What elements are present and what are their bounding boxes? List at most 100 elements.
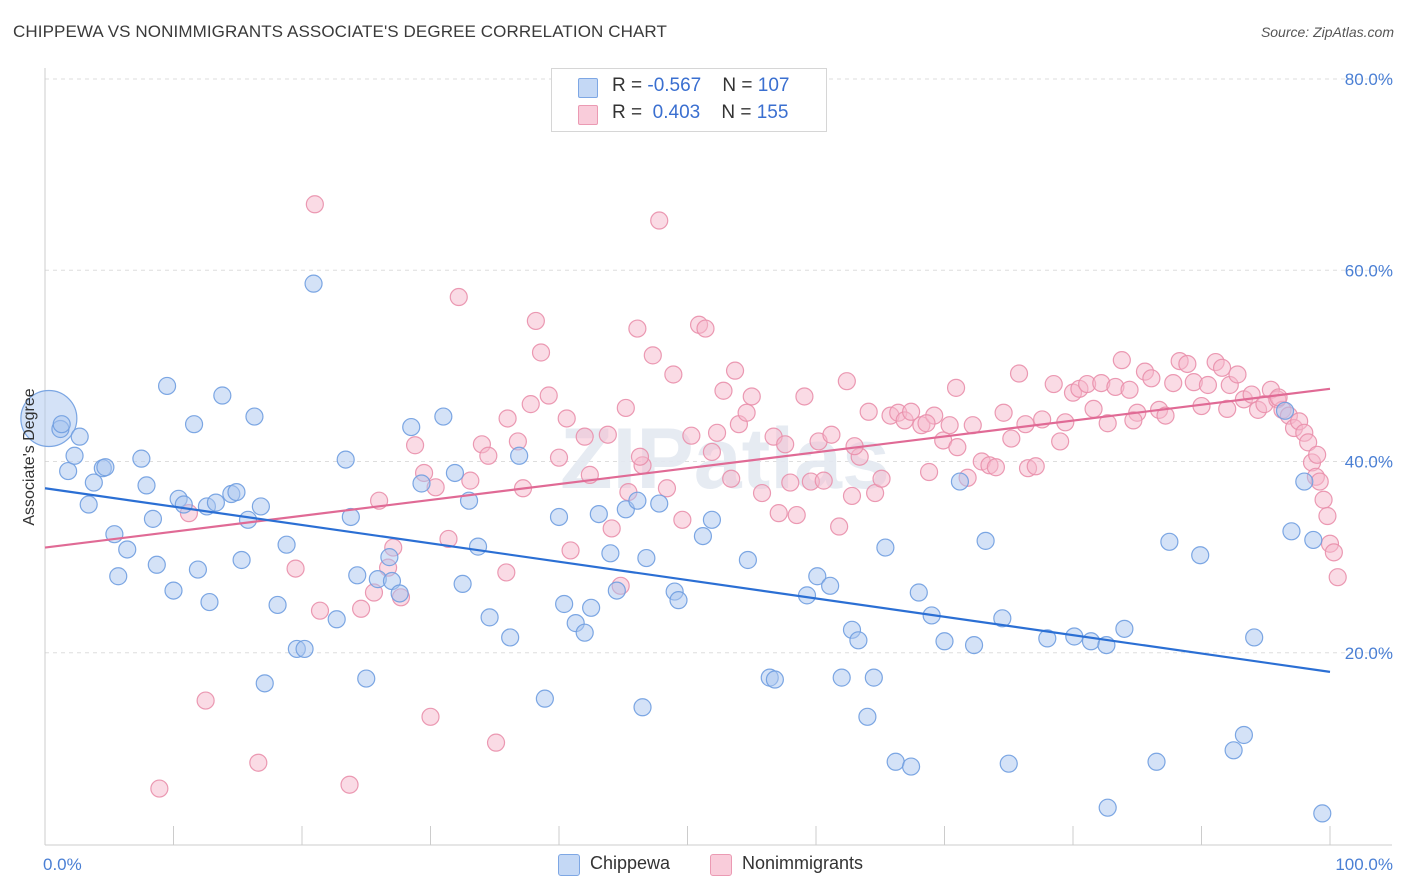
data-point-chippewa xyxy=(434,407,453,426)
data-point-chippewa xyxy=(650,494,669,513)
data-point-nonimmigrants xyxy=(1120,380,1139,399)
legend-r-value-nonimmigrants: 0.403 xyxy=(647,102,701,123)
data-point-chippewa xyxy=(549,507,569,527)
data-point-nonimmigrants xyxy=(575,427,594,446)
data-point-chippewa xyxy=(206,493,226,512)
data-point-chippewa xyxy=(390,584,409,603)
watermark: ZIPatlas xyxy=(560,411,890,507)
data-point-chippewa xyxy=(993,609,1012,628)
data-point-chippewa xyxy=(213,386,232,405)
data-point-nonimmigrants xyxy=(598,425,617,444)
legend-label-chippewa: Chippewa xyxy=(590,853,671,873)
data-point-nonimmigrants xyxy=(1124,411,1143,430)
data-point-chippewa xyxy=(1191,546,1210,565)
data-point-chippewa xyxy=(999,754,1018,773)
data-point-nonimmigrants xyxy=(702,442,722,462)
data-point-chippewa xyxy=(582,598,601,617)
data-point-chippewa xyxy=(445,463,465,483)
data-point-nonimmigrants xyxy=(1308,445,1327,464)
data-point-nonimmigrants xyxy=(150,779,169,798)
data-point-nonimmigrants xyxy=(561,541,580,560)
data-point-nonimmigrants xyxy=(249,753,268,772)
data-point-chippewa xyxy=(238,510,258,529)
data-point-chippewa xyxy=(628,491,647,510)
data-point-nonimmigrants xyxy=(1084,399,1103,419)
legend-swatch-nonimmigrants xyxy=(578,105,598,125)
data-point-nonimmigrants xyxy=(822,425,841,444)
data-point-nonimmigrants xyxy=(498,409,517,428)
data-point-nonimmigrants xyxy=(352,599,371,618)
data-point-nonimmigrants xyxy=(521,395,540,414)
data-point-nonimmigrants xyxy=(1198,375,1218,395)
data-point-nonimmigrants xyxy=(439,529,458,549)
data-point-nonimmigrants xyxy=(650,211,669,230)
data-point-chippewa xyxy=(52,415,71,434)
data-point-chippewa xyxy=(65,446,84,465)
data-point-chippewa xyxy=(1234,725,1254,745)
data-point-nonimmigrants xyxy=(549,448,569,467)
data-point-chippewa xyxy=(935,632,954,651)
data-point-chippewa xyxy=(184,415,204,434)
data-point-chippewa xyxy=(1304,530,1323,550)
data-point-nonimmigrants xyxy=(787,505,806,525)
data-point-nonimmigrants xyxy=(449,287,468,307)
data-point-chippewa xyxy=(295,639,314,659)
data-point-chippewa xyxy=(886,752,905,771)
data-point-nonimmigrants xyxy=(1314,490,1333,509)
data-point-nonimmigrants xyxy=(707,423,727,442)
data-point-nonimmigrants xyxy=(1051,432,1070,451)
data-point-chippewa xyxy=(255,674,274,693)
legend-n-value-chippewa: 107 xyxy=(757,75,790,96)
data-point-nonimmigrants xyxy=(919,462,939,482)
data-point-nonimmigrants xyxy=(1328,568,1347,587)
y-tick-label: 80.0% xyxy=(1345,70,1393,89)
data-point-nonimmigrants xyxy=(859,402,878,421)
data-point-chippewa xyxy=(200,592,219,612)
data-point-nonimmigrants xyxy=(714,381,733,400)
legend-r-label: R = xyxy=(612,75,648,96)
data-point-nonimmigrants xyxy=(994,403,1013,422)
data-point-chippewa xyxy=(277,535,296,554)
data-point-chippewa xyxy=(380,548,399,567)
data-point-nonimmigrants xyxy=(643,346,662,365)
trend-lines xyxy=(44,387,1331,673)
legend-r-label: R = xyxy=(612,102,648,123)
data-point-nonimmigrants xyxy=(781,473,800,492)
data-point-nonimmigrants xyxy=(1044,374,1063,394)
axes xyxy=(44,68,1392,846)
data-point-nonimmigrants xyxy=(722,469,741,488)
legend-n-value-nonimmigrants: 155 xyxy=(756,102,789,123)
data-point-chippewa xyxy=(157,376,177,396)
legend-swatch-chippewa xyxy=(558,854,580,876)
data-point-nonimmigrants xyxy=(769,504,788,523)
data-point-chippewa xyxy=(268,595,287,615)
data-point-nonimmigrants xyxy=(673,510,692,529)
data-point-chippewa xyxy=(147,555,166,574)
chart-source: Source: ZipAtlas.com xyxy=(1260,24,1394,40)
legend-swatch-chippewa xyxy=(578,78,598,98)
data-point-chippewa xyxy=(589,504,608,524)
x-tick-label: 100.0% xyxy=(1335,855,1393,874)
data-point-nonimmigrants xyxy=(1026,457,1045,476)
legend-n-label: N = xyxy=(722,75,758,96)
y-tick-label: 20.0% xyxy=(1345,644,1393,663)
data-point-chippewa xyxy=(348,566,367,585)
data-point-chippewa xyxy=(669,591,688,610)
data-point-nonimmigrants xyxy=(1178,354,1197,374)
data-point-nonimmigrants xyxy=(682,426,701,445)
data-point-chippewa xyxy=(59,461,78,481)
data-point-chippewa xyxy=(964,635,984,655)
data-point-nonimmigrants xyxy=(1228,365,1247,384)
data-point-nonimmigrants xyxy=(795,387,814,406)
data-point-chippewa xyxy=(453,574,472,594)
data-point-chippewa xyxy=(808,567,827,586)
data-point-chippewa xyxy=(1295,472,1314,491)
data-point-chippewa xyxy=(143,509,163,528)
data-point-nonimmigrants xyxy=(531,343,551,362)
data-point-chippewa xyxy=(535,689,554,708)
data-point-nonimmigrants xyxy=(286,559,305,578)
data-point-nonimmigrants xyxy=(814,471,833,490)
data-point-chippewa xyxy=(304,274,323,293)
data-point-chippewa xyxy=(637,548,656,568)
data-point-chippewa xyxy=(1282,522,1301,541)
